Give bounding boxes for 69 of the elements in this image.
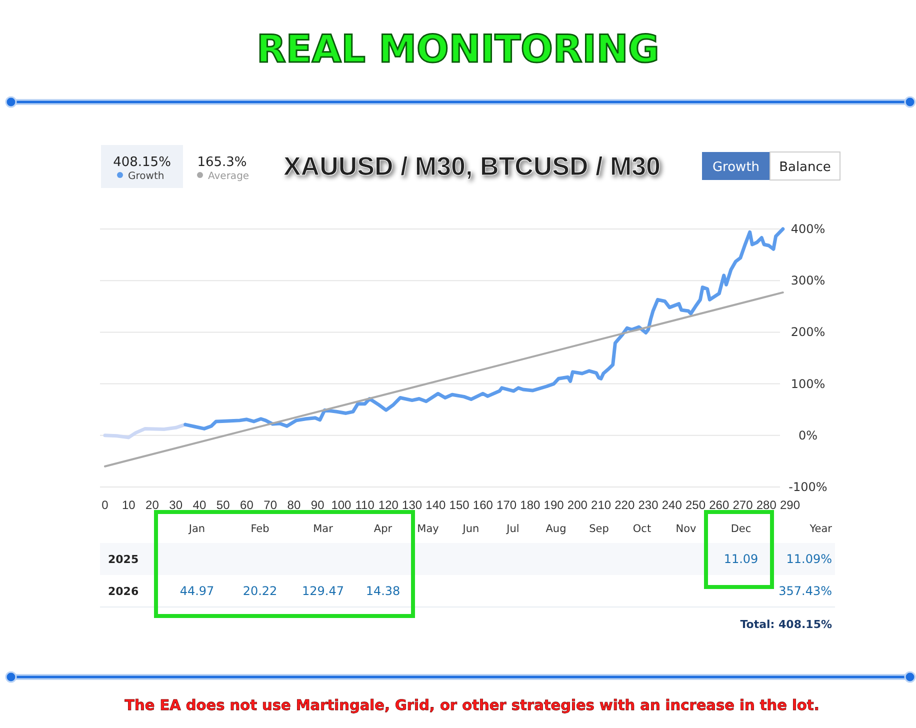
x-tick-label: 180 (520, 498, 541, 512)
x-tick-label: 120 (378, 498, 399, 512)
y-tick-label: 2025 (108, 553, 139, 566)
data-label: 11.09 (724, 552, 758, 566)
y-tick-label: 300% (790, 274, 826, 288)
text: 408.15% (113, 155, 171, 170)
x-tick-label: Jul (506, 523, 520, 535)
line-series (103, 422, 188, 440)
text: 165.3% (197, 155, 247, 170)
x-tick-label: 70 (264, 498, 278, 512)
x-tick-label: 140 (426, 498, 446, 512)
x-tick-label: 10 (122, 498, 136, 512)
text: Balance (779, 160, 831, 175)
x-tick-label: Nov (676, 523, 696, 535)
x-tick-label: 130 (402, 498, 422, 512)
x-tick-label: 30 (169, 498, 183, 512)
x-tick-label: Sep (589, 523, 610, 535)
y-tick-label: 0% (798, 428, 818, 442)
x-tick-label: Dec (730, 523, 752, 535)
x-tick-label: Feb (250, 523, 270, 535)
line-series (184, 227, 785, 430)
legend-label: Growth (128, 171, 164, 182)
x-tick-label: 270 (732, 498, 754, 512)
data-label: 44.97 (180, 584, 214, 598)
x-tick-label: Oct (632, 523, 652, 535)
text: The EA does not use Martingale, Grid, or other strategies with an increase in the lot. (124, 698, 820, 714)
x-tick-label: 190 (544, 498, 564, 512)
x-tick-label: May (417, 523, 439, 535)
x-tick-label: Mar (313, 523, 334, 535)
x-tick-label: Aug (546, 523, 566, 535)
x-tick-label: 20 (146, 498, 160, 512)
x-tick-label: 0 (102, 498, 109, 512)
text: Total: 408.15% (740, 618, 832, 631)
legend-label: Average (208, 171, 250, 182)
x-tick-label: 40 (192, 498, 206, 512)
x-tick-label: 160 (472, 498, 494, 512)
x-tick-label: Jun (462, 523, 480, 535)
x-tick-label: 230 (638, 498, 659, 512)
x-tick-label: 210 (591, 498, 612, 512)
x-tick-label: 200 (567, 498, 588, 512)
y-tick-label: 200% (790, 325, 826, 340)
text: 357.43% (778, 584, 832, 598)
y-tick-label: 100% (790, 376, 826, 391)
x-tick-label: Apr (374, 523, 393, 535)
x-tick-label: 150 (449, 498, 470, 512)
x-tick-label: 60 (240, 498, 254, 512)
text: 11.09% (786, 552, 832, 566)
x-tick-label: 280 (756, 498, 777, 512)
x-tick-label: 250 (686, 498, 706, 512)
data-label: 129.47 (302, 584, 344, 598)
x-tick-label: 220 (614, 498, 635, 512)
x-tick-label: Jan (188, 523, 206, 535)
y-tick-label: 400% (790, 222, 826, 236)
x-tick-label: 100 (331, 498, 352, 512)
text: Year (808, 523, 833, 535)
data-label: 20.22 (242, 584, 278, 598)
x-tick-label: 260 (709, 498, 730, 512)
x-tick-label: 50 (216, 498, 230, 512)
data-label: 14.38 (366, 584, 400, 598)
y-tick-label: 2026 (108, 585, 139, 598)
x-tick-label: 240 (662, 498, 682, 512)
x-tick-label: 90 (310, 498, 325, 512)
y-tick-label: -100% (788, 480, 828, 494)
chart-title: REAL MONITORING (256, 27, 660, 71)
x-tick-label: 110 (355, 498, 375, 512)
x-tick-label: 290 (780, 498, 800, 512)
text: Growth (712, 160, 760, 175)
x-tick-label: 170 (496, 498, 517, 512)
x-tick-label: 80 (287, 498, 301, 512)
